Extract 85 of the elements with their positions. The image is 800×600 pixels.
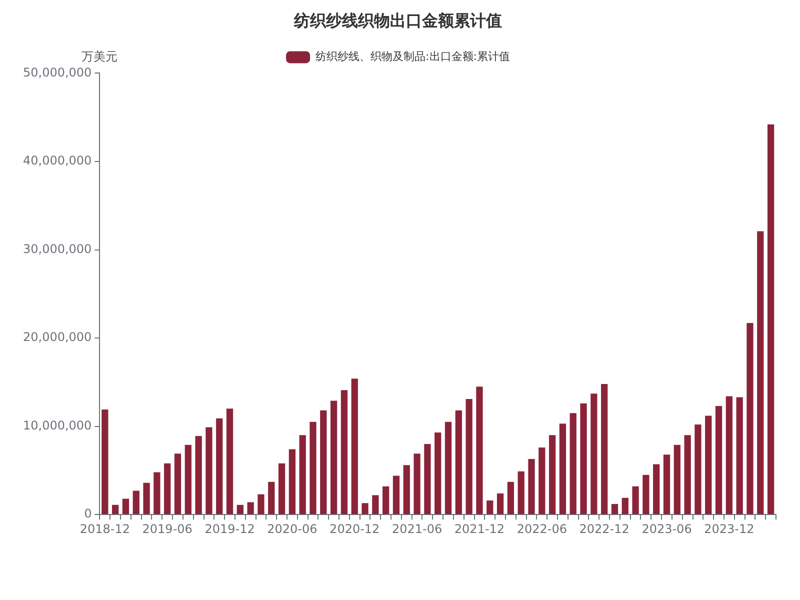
bar (195, 436, 202, 514)
bar (392, 476, 400, 514)
bar (226, 408, 234, 514)
bar (580, 403, 587, 514)
bar (310, 422, 316, 514)
bar (538, 448, 546, 514)
bar (642, 474, 650, 514)
x-tick-label: 2019-06 (142, 522, 192, 536)
bar (736, 397, 743, 514)
bar (247, 502, 254, 514)
bar (757, 231, 764, 514)
x-tick-label: 2023-12 (704, 522, 754, 536)
bar (496, 493, 504, 514)
bar (206, 427, 212, 514)
x-tick-label: 2023-06 (642, 522, 692, 536)
bar (414, 454, 420, 514)
x-tick-label: 2022-12 (579, 522, 630, 536)
bar (486, 500, 494, 514)
x-tick-label: 2020-12 (330, 522, 380, 536)
bar (154, 472, 160, 514)
bar (694, 424, 702, 514)
bar (444, 422, 452, 514)
bar (122, 498, 130, 514)
bar (663, 454, 670, 514)
bar (632, 486, 639, 514)
bar (518, 471, 524, 514)
bar (611, 504, 618, 514)
bar (590, 394, 598, 514)
bar (258, 494, 264, 514)
bar (715, 406, 722, 514)
bar (320, 410, 327, 514)
bar (570, 413, 576, 514)
bar (767, 124, 774, 514)
bar (184, 444, 192, 514)
bar (455, 410, 462, 514)
bar (112, 504, 119, 514)
bar (674, 444, 680, 514)
bar (132, 490, 140, 514)
y-tick-label: 0 (84, 506, 92, 521)
bar (299, 435, 306, 514)
bar (362, 503, 368, 514)
y-tick-label: 30,000,000 (22, 242, 92, 256)
chart-title: 纺织纱线织物出口金额累计值 (293, 10, 502, 30)
bar (268, 482, 275, 514)
bar (424, 444, 431, 514)
bar (351, 378, 358, 514)
bar (548, 435, 556, 514)
bar (466, 398, 472, 514)
bar (403, 465, 410, 514)
x-tick-label: 2022-06 (516, 522, 567, 536)
y-axis-title: 万美元 (82, 49, 118, 64)
bar (746, 323, 754, 514)
bar (288, 449, 296, 514)
y-tick-label: 20,000,000 (22, 330, 92, 344)
bar (653, 464, 660, 514)
legend-label: 纺织纱线、织物及制品:出口金额:累计值 (316, 50, 510, 64)
y-tick-label: 10,000,000 (22, 418, 92, 432)
bar (622, 498, 628, 514)
bar (174, 454, 182, 514)
bar (236, 504, 244, 514)
x-tick-label: 2021-12 (454, 522, 505, 536)
bar (601, 384, 608, 514)
bar (726, 396, 732, 514)
x-tick-label: 2020-06 (267, 522, 318, 536)
bar (278, 463, 286, 514)
x-tick-label: 2018-12 (80, 522, 130, 536)
bar (340, 390, 348, 514)
y-tick-label: 50,000,000 (22, 65, 92, 80)
bar (143, 482, 150, 514)
bar (559, 424, 566, 514)
bar (216, 418, 223, 514)
bar (330, 400, 338, 514)
bar (102, 410, 108, 514)
bar (434, 432, 442, 514)
bar (476, 386, 483, 514)
bar (372, 495, 379, 514)
x-tick-label: 2021-06 (392, 522, 442, 536)
bar (507, 482, 514, 514)
bar (382, 486, 390, 514)
bar (164, 463, 171, 514)
bar (528, 458, 535, 514)
bar (705, 416, 712, 514)
y-tick-label: 40,000,000 (22, 154, 92, 168)
bar (684, 435, 691, 514)
x-tick-label: 2019-12 (204, 522, 255, 536)
